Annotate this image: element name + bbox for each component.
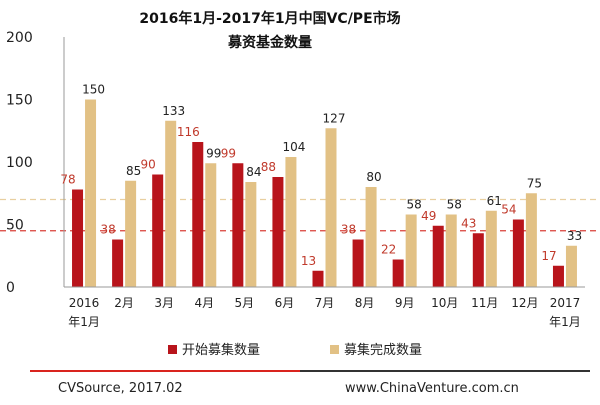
data-label-completed: 80 [366,170,381,184]
data-label-start-raising: 17 [541,249,556,263]
x-axis: 2016 年1月 2月 3月 4月 5月 6月 7月 8月 9月 10月 11月 12月 2017 年1月 [64,286,585,329]
x-tick-label: 9月 [395,296,415,310]
bar-completed [205,163,217,287]
legend-label-completed: 募集完成数量 [344,342,422,358]
data-label-start-raising: 78 [60,173,75,187]
data-label-completed: 133 [162,104,185,118]
data-label-completed: 84 [246,165,261,179]
data-labels: 78 150 38 85 90 133 116 99 99 84 88 104 13 127 38 80 22 5… [60,83,582,268]
x-tick-label: 5月 [235,296,255,310]
x-tick-label: 年1月 [68,315,100,329]
bar-completed [245,182,257,287]
x-tick-label: 11月 [471,296,498,310]
data-label-completed: 58 [407,198,422,212]
bar-completed [85,99,97,287]
bar-completed [485,210,497,287]
legend-swatch-start-raising [168,345,177,354]
reference-lines [0,198,600,232]
bar-completed [365,187,377,287]
bar-start-raising [352,239,364,287]
data-label-start-raising: 38 [341,223,356,237]
y-tick-label: 200 [6,30,33,46]
bar-start-raising [192,142,204,287]
bar-completed [565,245,577,287]
data-label-completed: 99 [206,146,221,160]
legend: 开始募集数量 募集完成数量 [168,342,422,358]
bar-start-raising [432,225,444,287]
data-label-completed: 61 [487,194,502,208]
bar-start-raising [272,177,284,287]
bar-start-raising [112,239,124,287]
data-label-start-raising: 88 [261,160,276,174]
data-label-completed: 33 [567,229,582,243]
bar-completed [445,214,457,287]
data-label-completed: 127 [323,111,346,125]
bar-completed [125,180,137,287]
bar-start-raising [472,233,484,287]
y-tick-label: 100 [6,155,33,171]
x-tick-label: 4月 [194,296,214,310]
x-tick-label: 2月 [114,296,134,310]
bar-start-raising [512,219,524,287]
data-label-completed: 150 [82,83,105,97]
x-tick-label: 6月 [275,296,295,310]
chart-title-line: 2016年1月-2017年1月中国VC/PE市场 [139,10,400,27]
data-label-start-raising: 38 [100,223,115,237]
footer-source: CVSource, 2017.02 [58,381,183,396]
bar-start-raising [312,270,324,287]
bar-start-raising [552,265,564,287]
data-label-start-raising: 99 [221,146,236,160]
legend-label-start-raising: 开始募集数量 [182,342,260,358]
data-label-start-raising: 116 [177,125,200,139]
bar-completed [405,214,417,287]
bar-completed [285,157,297,287]
x-tick-label: 3月 [154,296,174,310]
data-label-completed: 58 [447,198,462,212]
chart-title-line: 募资基金数量 [227,34,312,51]
data-label-start-raising: 54 [501,203,516,217]
data-label-start-raising: 90 [141,158,156,172]
data-label-completed: 104 [282,140,305,154]
x-tick-label: 12月 [511,296,538,310]
footer-website: www.ChinaVenture.com.cn [345,381,519,396]
bar-completed [325,128,337,287]
x-tick-label: 年1月 [549,315,581,329]
x-tick-label: 2017 [550,296,581,310]
y-tick-label: 50 [6,218,24,234]
bar-start-raising [72,189,84,287]
legend-swatch-completed [330,345,339,354]
x-tick-label: 7月 [315,296,335,310]
bar-start-raising [152,174,164,287]
x-tick-label: 10月 [431,296,458,310]
y-tick-label: 150 [6,93,33,109]
data-label-completed: 85 [126,164,141,178]
bar-start-raising [232,163,244,287]
bar-completed [165,120,177,287]
y-tick-label: 0 [6,280,15,296]
data-label-start-raising: 49 [421,209,436,223]
x-tick-label: 8月 [355,296,375,310]
data-label-start-raising: 13 [301,254,316,268]
x-tick-label: 2016 [69,296,100,310]
bars [72,99,577,287]
bar-start-raising [392,259,404,287]
data-label-start-raising: 22 [381,243,396,257]
data-label-start-raising: 43 [461,216,476,230]
footer: CVSource, 2017.02 www.ChinaVenture.com.c… [30,370,590,396]
y-axis: 0 50 100 150 200 [6,30,65,296]
data-label-completed: 75 [527,176,542,190]
bar-completed [525,193,537,287]
